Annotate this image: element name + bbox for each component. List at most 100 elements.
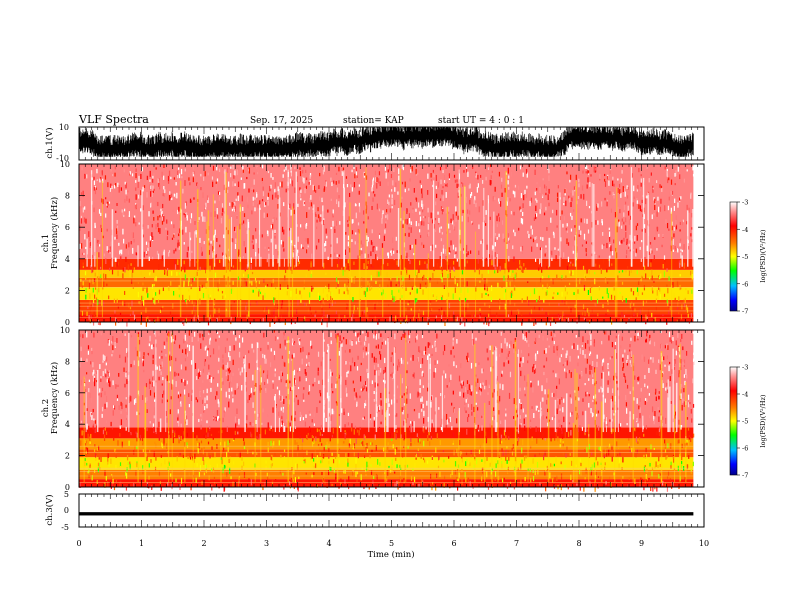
- spectrogram-speckle: [355, 392, 357, 398]
- spectrogram-speckle: [475, 202, 477, 208]
- spectrogram-speckle: [173, 224, 175, 229]
- spectrogram-speckle: [381, 409, 383, 415]
- spectrogram-speckle: [465, 461, 467, 467]
- spectrogram-speckle: [355, 341, 358, 345]
- spectrogram-speckle: [447, 292, 450, 297]
- spectrogram-speckle: [235, 238, 237, 244]
- spectrogram-speckle: [363, 385, 366, 390]
- spectrogram-speckle: [556, 225, 558, 228]
- spectrogram-speckle: [149, 184, 151, 190]
- spectrogram-speckle: [492, 221, 494, 227]
- spectrogram-speckle: [452, 244, 455, 250]
- spectrogram-speckle: [119, 425, 121, 429]
- spectrogram-speckle: [664, 449, 667, 453]
- spectrogram-speckle: [521, 312, 523, 316]
- spectrogram-speckle: [532, 386, 534, 393]
- spectrogram-speckle: [660, 273, 662, 279]
- spectrogram-speckle: [430, 212, 432, 219]
- spectrogram-speckle: [427, 223, 429, 230]
- spectrogram-speckle: [402, 333, 404, 338]
- spectrogram-speckle: [685, 347, 688, 352]
- spectrogram-speckle: [88, 379, 91, 382]
- spectrogram-speckle: [338, 373, 340, 378]
- spectrogram-speckle: [466, 244, 468, 250]
- spectrogram-speckle: [591, 412, 594, 418]
- spectrogram-speckle: [391, 459, 393, 466]
- spectrogram-speckle: [634, 335, 636, 342]
- spectrogram-speckle: [176, 271, 178, 276]
- spectrogram-speckle: [456, 283, 459, 287]
- spectrogram-speckle: [85, 277, 87, 280]
- spectrogram-speckle: [667, 205, 670, 211]
- spectrogram-speckle: [439, 256, 441, 260]
- spectrogram-speckle: [500, 184, 503, 189]
- spectrogram-speckle: [378, 404, 381, 411]
- spectrogram-speckle: [524, 476, 526, 482]
- spectrogram-speckle: [501, 478, 504, 483]
- spectrogram-speckle: [683, 262, 685, 269]
- spectrogram-speckle: [557, 345, 559, 350]
- spectrogram-speckle: [210, 212, 212, 217]
- spectrogram-speckle: [362, 417, 364, 420]
- spectrogram-speckle: [135, 431, 137, 435]
- spectrogram-speckle: [229, 467, 231, 474]
- spectrogram-speckle: [389, 208, 391, 213]
- spectrogram-speckle: [414, 440, 416, 445]
- spectrogram-speckle: [128, 198, 130, 203]
- spectrogram-speckle: [335, 199, 338, 205]
- spectrogram-speckle: [605, 313, 607, 317]
- spectrogram-speckle: [562, 452, 564, 456]
- spectrogram-speckle: [266, 258, 268, 263]
- spectrogram-speckle: [379, 181, 381, 187]
- spectrogram-speckle: [563, 216, 565, 221]
- spectrogram-speckle: [617, 447, 620, 450]
- spectrogram-speckle: [455, 251, 457, 254]
- spectrogram-speckle: [333, 467, 335, 473]
- spectrogram-speckle: [678, 260, 680, 263]
- spectrogram-speckle: [454, 254, 456, 258]
- spectrogram-speckle: [592, 410, 594, 415]
- spectrogram-speckle: [461, 182, 463, 185]
- spectrogram-speckle: [205, 345, 207, 349]
- spectrogram-speckle: [474, 196, 476, 201]
- spectrogram-speckle: [659, 364, 661, 371]
- spectrogram-speckle: [96, 180, 98, 185]
- spectrogram-speckle: [199, 237, 201, 243]
- spectrogram-speckle: [422, 310, 425, 316]
- spectrogram-speckle: [620, 318, 622, 323]
- spectrogram-speckle: [671, 369, 673, 374]
- spectrogram-speckle: [142, 282, 144, 286]
- spectrogram-speckle: [126, 454, 129, 461]
- spectrogram-speckle: [392, 373, 394, 379]
- spectrogram-speckle: [489, 423, 491, 428]
- spectrogram-speckle: [496, 215, 498, 222]
- spectrogram-streak: [268, 253, 270, 267]
- spectrogram-speckle: [273, 318, 276, 325]
- spectrogram-speckle: [153, 269, 155, 273]
- spectrogram-speckle: [595, 456, 597, 461]
- spectrogram-speckle: [300, 189, 302, 193]
- spectrogram-speckle: [273, 311, 275, 318]
- spectrogram-speckle: [92, 362, 94, 368]
- spectrogram-speckle: [224, 441, 226, 448]
- spectrogram-speckle: [241, 367, 243, 373]
- spectrogram-speckle: [186, 445, 189, 449]
- spectrogram-speckle: [290, 291, 292, 297]
- spectrogram-speckle: [92, 408, 94, 413]
- spectrogram-speckle: [273, 354, 276, 361]
- spectrogram-speckle: [252, 402, 254, 408]
- spectrogram-speckle: [343, 470, 345, 474]
- spectrogram-speckle: [411, 421, 414, 427]
- spectrogram-speckle: [373, 390, 375, 395]
- spectrogram-speckle: [367, 465, 369, 471]
- spectrogram-speckle: [142, 440, 144, 445]
- spectrogram-speckle: [309, 292, 311, 298]
- spectrogram-speckle: [334, 456, 337, 459]
- spectrogram-speckle: [406, 464, 409, 468]
- spectrogram-speckle: [366, 307, 368, 312]
- spectrogram-speckle: [301, 443, 303, 450]
- spectrogram-speckle: [401, 407, 403, 412]
- spectrogram-speckle: [331, 292, 333, 297]
- spectrogram-speckle: [93, 418, 95, 421]
- spectrogram-speckle: [84, 206, 86, 210]
